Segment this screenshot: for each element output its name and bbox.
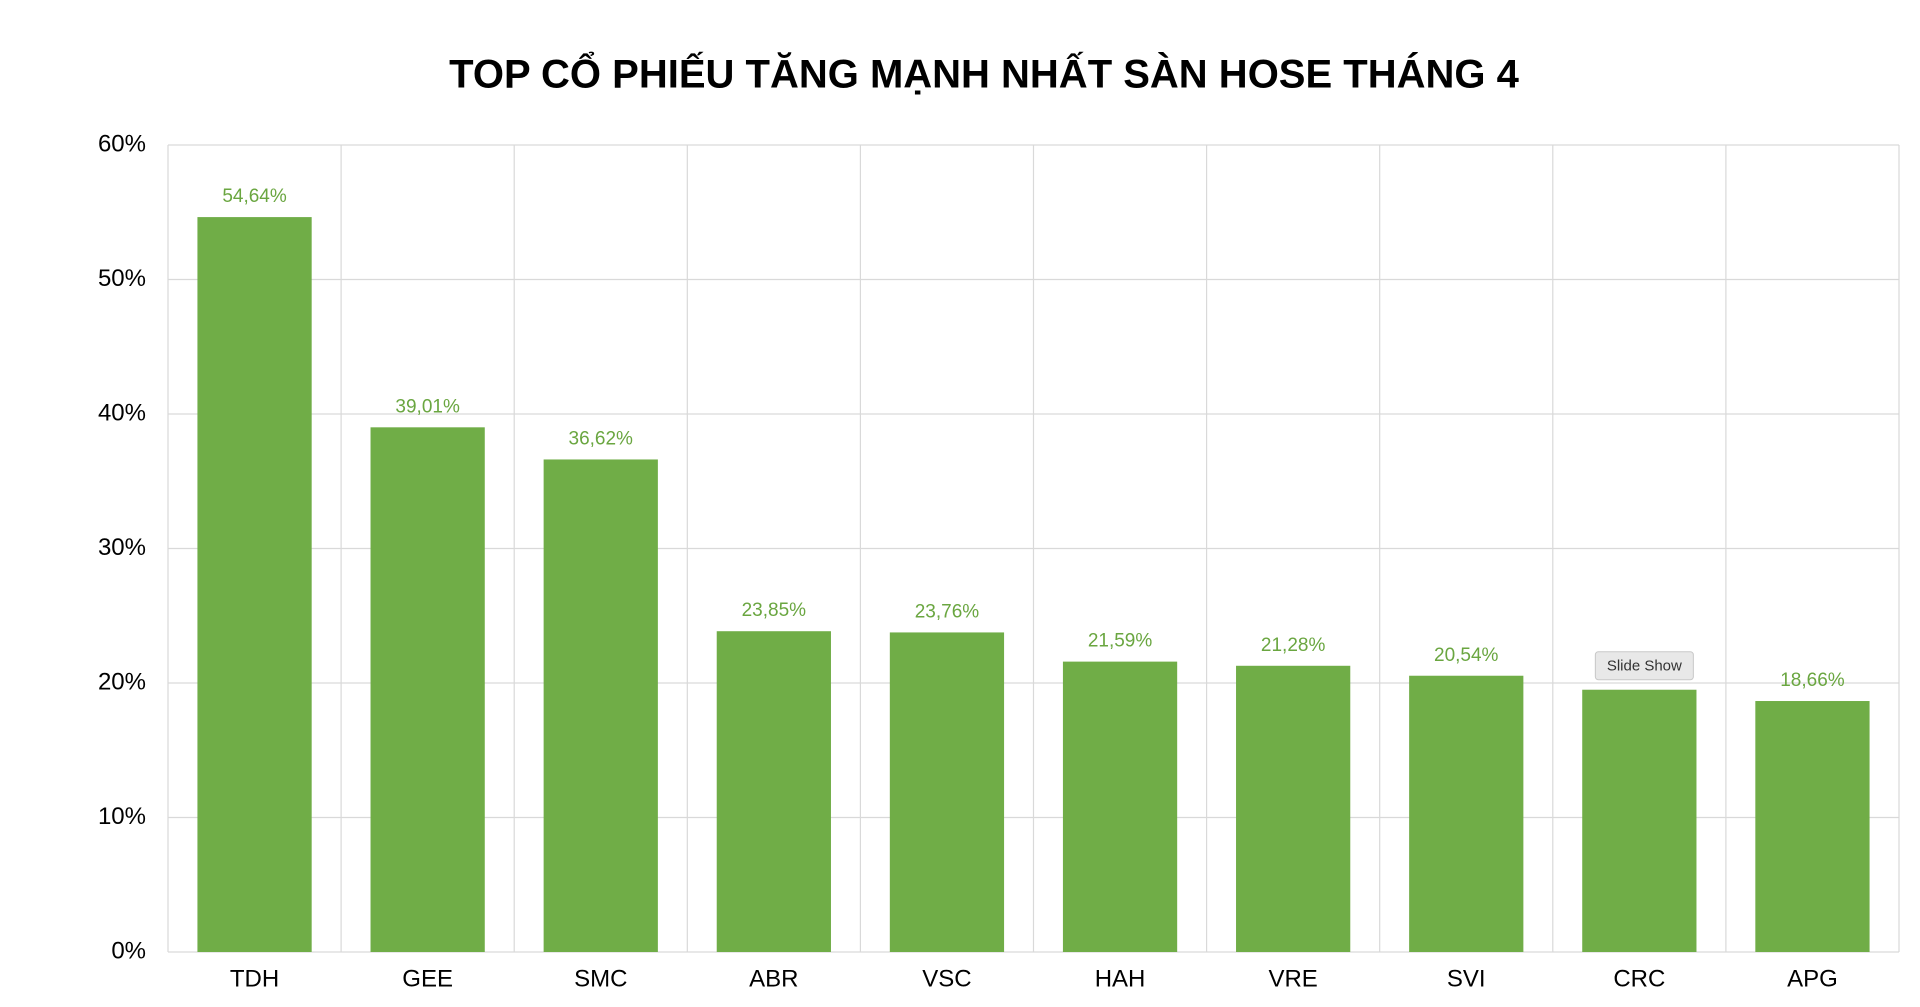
value-label: 21,28% [1261, 635, 1326, 656]
chart-title: TOP CỔ PHIẾU TĂNG MẠNH NHẤT SÀN HOSE THÁ… [449, 50, 1519, 97]
y-tick-label: 30% [98, 534, 146, 561]
x-tick-label: ABR [749, 965, 798, 992]
bar [889, 632, 1005, 952]
y-tick-label: 0% [111, 937, 146, 964]
x-tick-label: VSC [922, 965, 971, 992]
y-tick-label: 40% [98, 399, 146, 426]
y-tick-label: 10% [98, 803, 146, 830]
value-label: 20,54% [1434, 645, 1499, 666]
bar [1409, 675, 1524, 952]
bar [1236, 665, 1351, 952]
value-label: 54,64% [222, 186, 287, 207]
bar [1755, 701, 1870, 952]
bar [370, 427, 485, 952]
tooltip-box [1594, 651, 1694, 681]
x-tick-label: VRE [1268, 965, 1317, 992]
x-tick-label: SMC [574, 965, 627, 992]
x-tick-label: HAH [1095, 965, 1146, 992]
x-tick-label: APG [1787, 965, 1838, 992]
x-tick-label: CRC [1613, 965, 1665, 992]
bar [716, 631, 831, 952]
y-tick-label: 50% [98, 265, 146, 292]
x-tick-label: GEE [402, 965, 453, 992]
value-label: 18,66% [1780, 670, 1845, 691]
bar [197, 217, 312, 953]
x-tick-label: TDH [230, 965, 279, 992]
bar [543, 459, 658, 952]
bar [1582, 689, 1697, 952]
x-tick-label: SVI [1447, 965, 1486, 992]
y-tick-label: 20% [98, 668, 146, 695]
value-label: 21,59% [1088, 631, 1153, 652]
value-label: 23,85% [742, 600, 807, 621]
y-tick-label: 60% [98, 130, 146, 157]
value-label: 39,01% [395, 396, 460, 417]
tooltip-text: Slide Show [1607, 658, 1682, 675]
value-label: 23,76% [915, 601, 980, 622]
bar [1062, 661, 1178, 952]
value-label: 36,62% [569, 428, 634, 449]
